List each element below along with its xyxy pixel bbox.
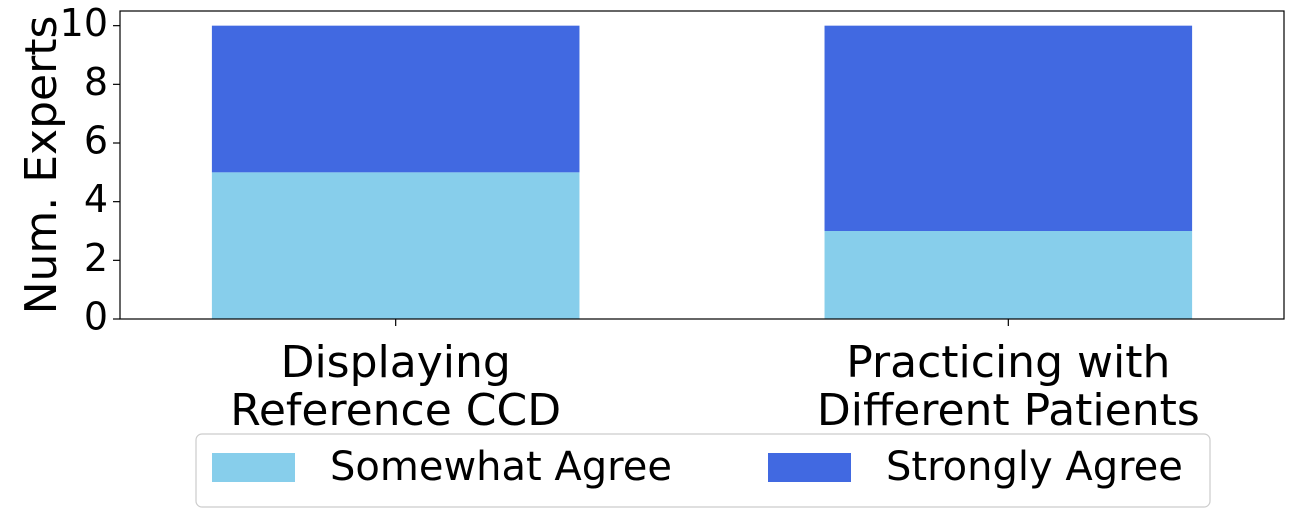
bar-somewhat-agree-1 bbox=[824, 231, 1193, 319]
bar-strongly-agree-0 bbox=[211, 25, 580, 173]
x-tick-label: Reference CCD bbox=[230, 385, 561, 436]
bars-group bbox=[211, 25, 1193, 319]
y-tick-label: 10 bbox=[60, 1, 108, 45]
y-tick-label: 2 bbox=[84, 236, 108, 280]
bar-somewhat-agree-0 bbox=[211, 172, 580, 319]
y-axis: 0 2 4 6 8 10 bbox=[60, 1, 120, 339]
legend-swatch bbox=[212, 453, 295, 482]
y-axis-label: Num. Experts bbox=[16, 16, 67, 315]
legend-frame bbox=[195, 433, 1211, 508]
x-tick-label: Displaying bbox=[281, 337, 511, 388]
y-tick-label: 0 bbox=[84, 295, 108, 339]
plot-frame bbox=[119, 10, 1285, 320]
legend-label: Somewhat Agree bbox=[330, 444, 672, 490]
legend: Somewhat Agree Strongly Agree bbox=[195, 433, 1211, 508]
x-tick-label: Practicing with bbox=[846, 337, 1170, 388]
x-tick-label: Different Patients bbox=[817, 385, 1200, 436]
y-tick-label: 4 bbox=[84, 177, 108, 221]
y-tick-label: 6 bbox=[84, 119, 108, 163]
bar-strongly-agree-1 bbox=[824, 25, 1193, 231]
y-tick-label: 8 bbox=[84, 60, 108, 104]
legend-label: Strongly Agree bbox=[886, 444, 1183, 490]
legend-swatch bbox=[768, 453, 851, 482]
